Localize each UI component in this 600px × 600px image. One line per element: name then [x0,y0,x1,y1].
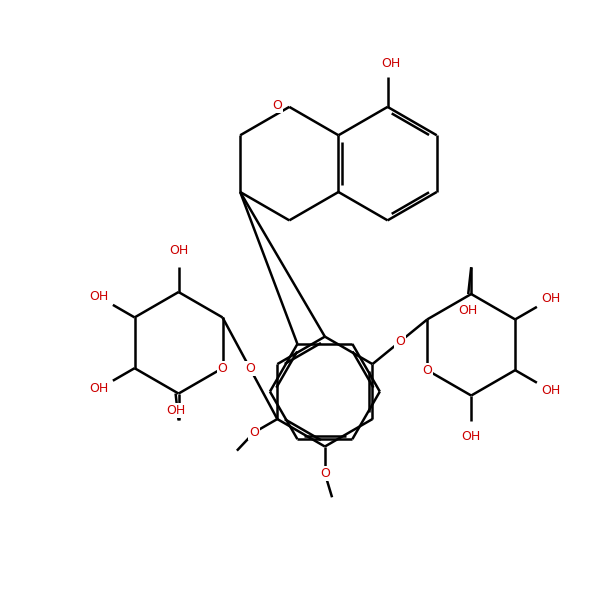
Text: OH: OH [169,244,188,257]
Text: OH: OH [166,404,185,417]
Text: O: O [422,364,432,377]
Text: OH: OH [461,430,481,443]
Text: O: O [218,362,227,374]
Text: OH: OH [541,384,560,397]
Text: O: O [395,335,405,348]
Text: O: O [245,362,255,375]
Text: OH: OH [541,292,560,305]
Text: O: O [320,467,330,480]
Text: O: O [272,99,283,112]
Text: OH: OH [458,304,478,317]
Text: O: O [249,426,259,439]
Text: OH: OH [89,382,109,395]
Text: OH: OH [89,290,109,304]
Text: OH: OH [381,58,400,70]
